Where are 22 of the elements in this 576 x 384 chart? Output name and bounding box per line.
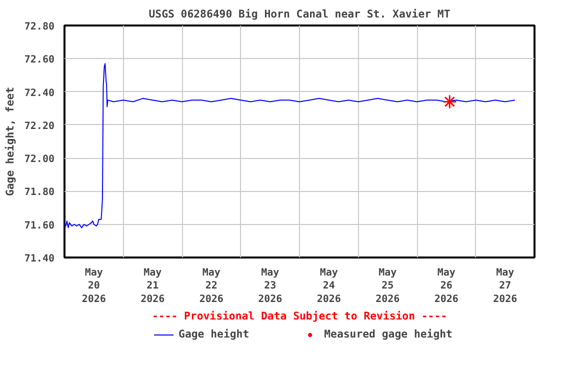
y-tick-label: 72.20 xyxy=(24,120,55,132)
x-tick-label: May 24 2026 xyxy=(316,268,341,305)
x-tick-label: May 23 2026 xyxy=(258,268,282,305)
y-axis-title: Gage height, feet xyxy=(3,86,16,196)
x-tick-label: May 21 2026 xyxy=(140,268,165,305)
x-tick-label: May 26 2026 xyxy=(434,268,458,305)
x-tick-label: May 25 2026 xyxy=(376,268,400,305)
y-tick-label: 72.40 xyxy=(24,88,55,99)
y-tick-label: 72.00 xyxy=(24,154,55,166)
x-tick-label: May 27 2026 xyxy=(493,268,518,305)
legend-label: Gage height xyxy=(178,328,250,340)
y-tick-label: 71.80 xyxy=(24,187,55,198)
x-tick-label: May 20 2026 xyxy=(82,268,106,305)
y-tick-label: 71.40 xyxy=(24,254,55,264)
text: ---- Provisional Data Subject to Revision ---- xyxy=(152,310,448,322)
line-series xyxy=(64,63,516,228)
x-tick-label: May 22 2026 xyxy=(199,268,224,305)
chart-title: USGS 06286490 Big Horn Canal near St. Xavier MT xyxy=(148,8,450,20)
y-tick-label: 72.80 xyxy=(24,22,55,32)
legend-label: Measured gage height xyxy=(324,328,452,340)
y-tick-label: 71.60 xyxy=(24,220,55,232)
y-tick-label: 72.60 xyxy=(24,54,55,66)
